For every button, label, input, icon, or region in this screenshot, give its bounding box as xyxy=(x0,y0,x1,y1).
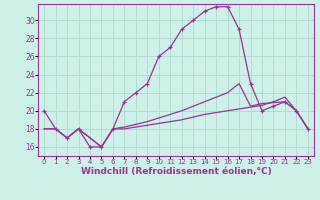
X-axis label: Windchill (Refroidissement éolien,°C): Windchill (Refroidissement éolien,°C) xyxy=(81,167,271,176)
